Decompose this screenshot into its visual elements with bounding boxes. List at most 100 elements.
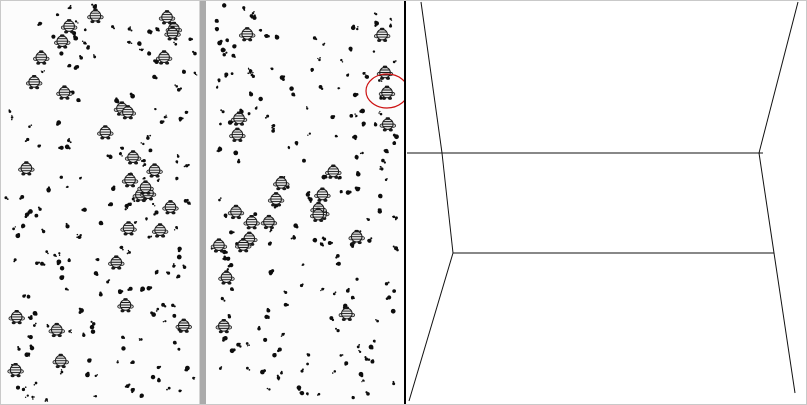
dot bbox=[251, 11, 255, 15]
agent-icon[interactable] bbox=[227, 204, 245, 220]
dot bbox=[290, 235, 296, 240]
agent-icon[interactable] bbox=[230, 111, 248, 126]
agent-icon[interactable] bbox=[314, 187, 331, 202]
arena-panel[interactable] bbox=[1, 1, 404, 404]
dot bbox=[126, 249, 131, 255]
dot bbox=[229, 348, 236, 354]
agent-icon[interactable] bbox=[260, 214, 278, 230]
dot bbox=[378, 110, 383, 116]
agent-icon[interactable] bbox=[210, 238, 228, 253]
agent-icon[interactable] bbox=[238, 27, 256, 42]
agent-icon[interactable] bbox=[243, 215, 260, 230]
dot bbox=[176, 154, 180, 158]
dot bbox=[79, 176, 82, 180]
dot bbox=[383, 148, 389, 154]
dot bbox=[15, 385, 21, 390]
dot bbox=[247, 112, 251, 116]
agent-icon[interactable] bbox=[54, 34, 71, 49]
dot bbox=[230, 72, 234, 76]
dot bbox=[147, 29, 153, 35]
dot bbox=[67, 258, 71, 263]
dot bbox=[253, 212, 258, 217]
dot bbox=[276, 374, 281, 381]
agent-icon[interactable] bbox=[273, 175, 290, 191]
agent-icon[interactable] bbox=[267, 192, 285, 207]
dot bbox=[366, 217, 370, 222]
dot bbox=[186, 201, 191, 205]
agent-icon[interactable] bbox=[137, 180, 154, 195]
agent-icon[interactable] bbox=[117, 298, 134, 313]
dot bbox=[227, 314, 232, 319]
dot bbox=[29, 344, 35, 351]
agent-icon[interactable] bbox=[151, 223, 169, 238]
agent-icon[interactable] bbox=[25, 75, 43, 90]
dot bbox=[12, 226, 17, 231]
agent-icon[interactable] bbox=[162, 200, 179, 215]
agent-icon[interactable] bbox=[121, 173, 139, 188]
dot bbox=[247, 69, 253, 75]
agent-icon[interactable] bbox=[108, 255, 125, 270]
dot bbox=[156, 365, 162, 370]
agent-icon[interactable] bbox=[48, 322, 65, 338]
dot bbox=[65, 222, 70, 229]
agent-icon[interactable] bbox=[310, 207, 327, 223]
dot bbox=[339, 354, 344, 357]
dot bbox=[40, 261, 46, 266]
dot bbox=[90, 320, 96, 326]
dot bbox=[250, 74, 255, 78]
dot bbox=[156, 178, 160, 183]
agent-icon[interactable] bbox=[124, 150, 142, 165]
agent-icon[interactable] bbox=[155, 50, 173, 65]
agent-icon[interactable] bbox=[338, 306, 356, 321]
agent-icon[interactable] bbox=[7, 362, 24, 378]
agent-icon[interactable] bbox=[378, 85, 396, 100]
agent-icon[interactable] bbox=[120, 221, 137, 236]
agent-icon[interactable] bbox=[158, 10, 176, 25]
dot bbox=[17, 346, 21, 351]
network-panel[interactable] bbox=[404, 1, 806, 404]
agent-icon[interactable] bbox=[87, 8, 104, 24]
dot bbox=[379, 165, 384, 171]
agent-icon[interactable] bbox=[119, 105, 137, 120]
dot bbox=[138, 338, 143, 341]
dot bbox=[35, 261, 41, 265]
dot bbox=[355, 277, 359, 281]
dot bbox=[118, 151, 123, 157]
agent-icon[interactable] bbox=[229, 127, 246, 142]
agent-icon[interactable] bbox=[18, 161, 35, 176]
agent-icon[interactable] bbox=[8, 310, 25, 325]
dot bbox=[58, 145, 64, 150]
agent-icon[interactable] bbox=[379, 117, 396, 132]
agent-icon[interactable] bbox=[146, 163, 163, 178]
agent-icon[interactable] bbox=[56, 85, 73, 100]
dot bbox=[348, 46, 353, 52]
agent-icon[interactable] bbox=[60, 19, 78, 34]
dot bbox=[272, 352, 277, 358]
dot bbox=[106, 279, 111, 284]
dot bbox=[351, 395, 355, 400]
dot bbox=[153, 210, 159, 216]
agent-icon[interactable] bbox=[373, 27, 391, 42]
dot bbox=[127, 286, 133, 292]
dot bbox=[146, 134, 152, 140]
dot bbox=[264, 314, 270, 320]
dot bbox=[177, 347, 181, 351]
agent-icon[interactable] bbox=[325, 164, 342, 179]
agent-icon[interactable] bbox=[164, 26, 181, 41]
agent-icon[interactable] bbox=[215, 318, 233, 334]
agent-icon[interactable] bbox=[52, 353, 69, 369]
dot bbox=[349, 114, 354, 118]
agent-icon[interactable] bbox=[33, 50, 50, 65]
agent-icon[interactable] bbox=[218, 270, 235, 285]
dot bbox=[176, 87, 183, 92]
dot bbox=[139, 393, 144, 398]
agent-icon[interactable] bbox=[97, 125, 114, 140]
dot bbox=[140, 286, 146, 292]
agent-icon[interactable] bbox=[348, 229, 365, 245]
dot bbox=[192, 376, 196, 380]
dot bbox=[55, 13, 60, 17]
dot bbox=[28, 124, 33, 129]
agent-icon[interactable] bbox=[235, 238, 252, 253]
agent-icon[interactable] bbox=[175, 318, 192, 333]
dot bbox=[85, 371, 90, 378]
